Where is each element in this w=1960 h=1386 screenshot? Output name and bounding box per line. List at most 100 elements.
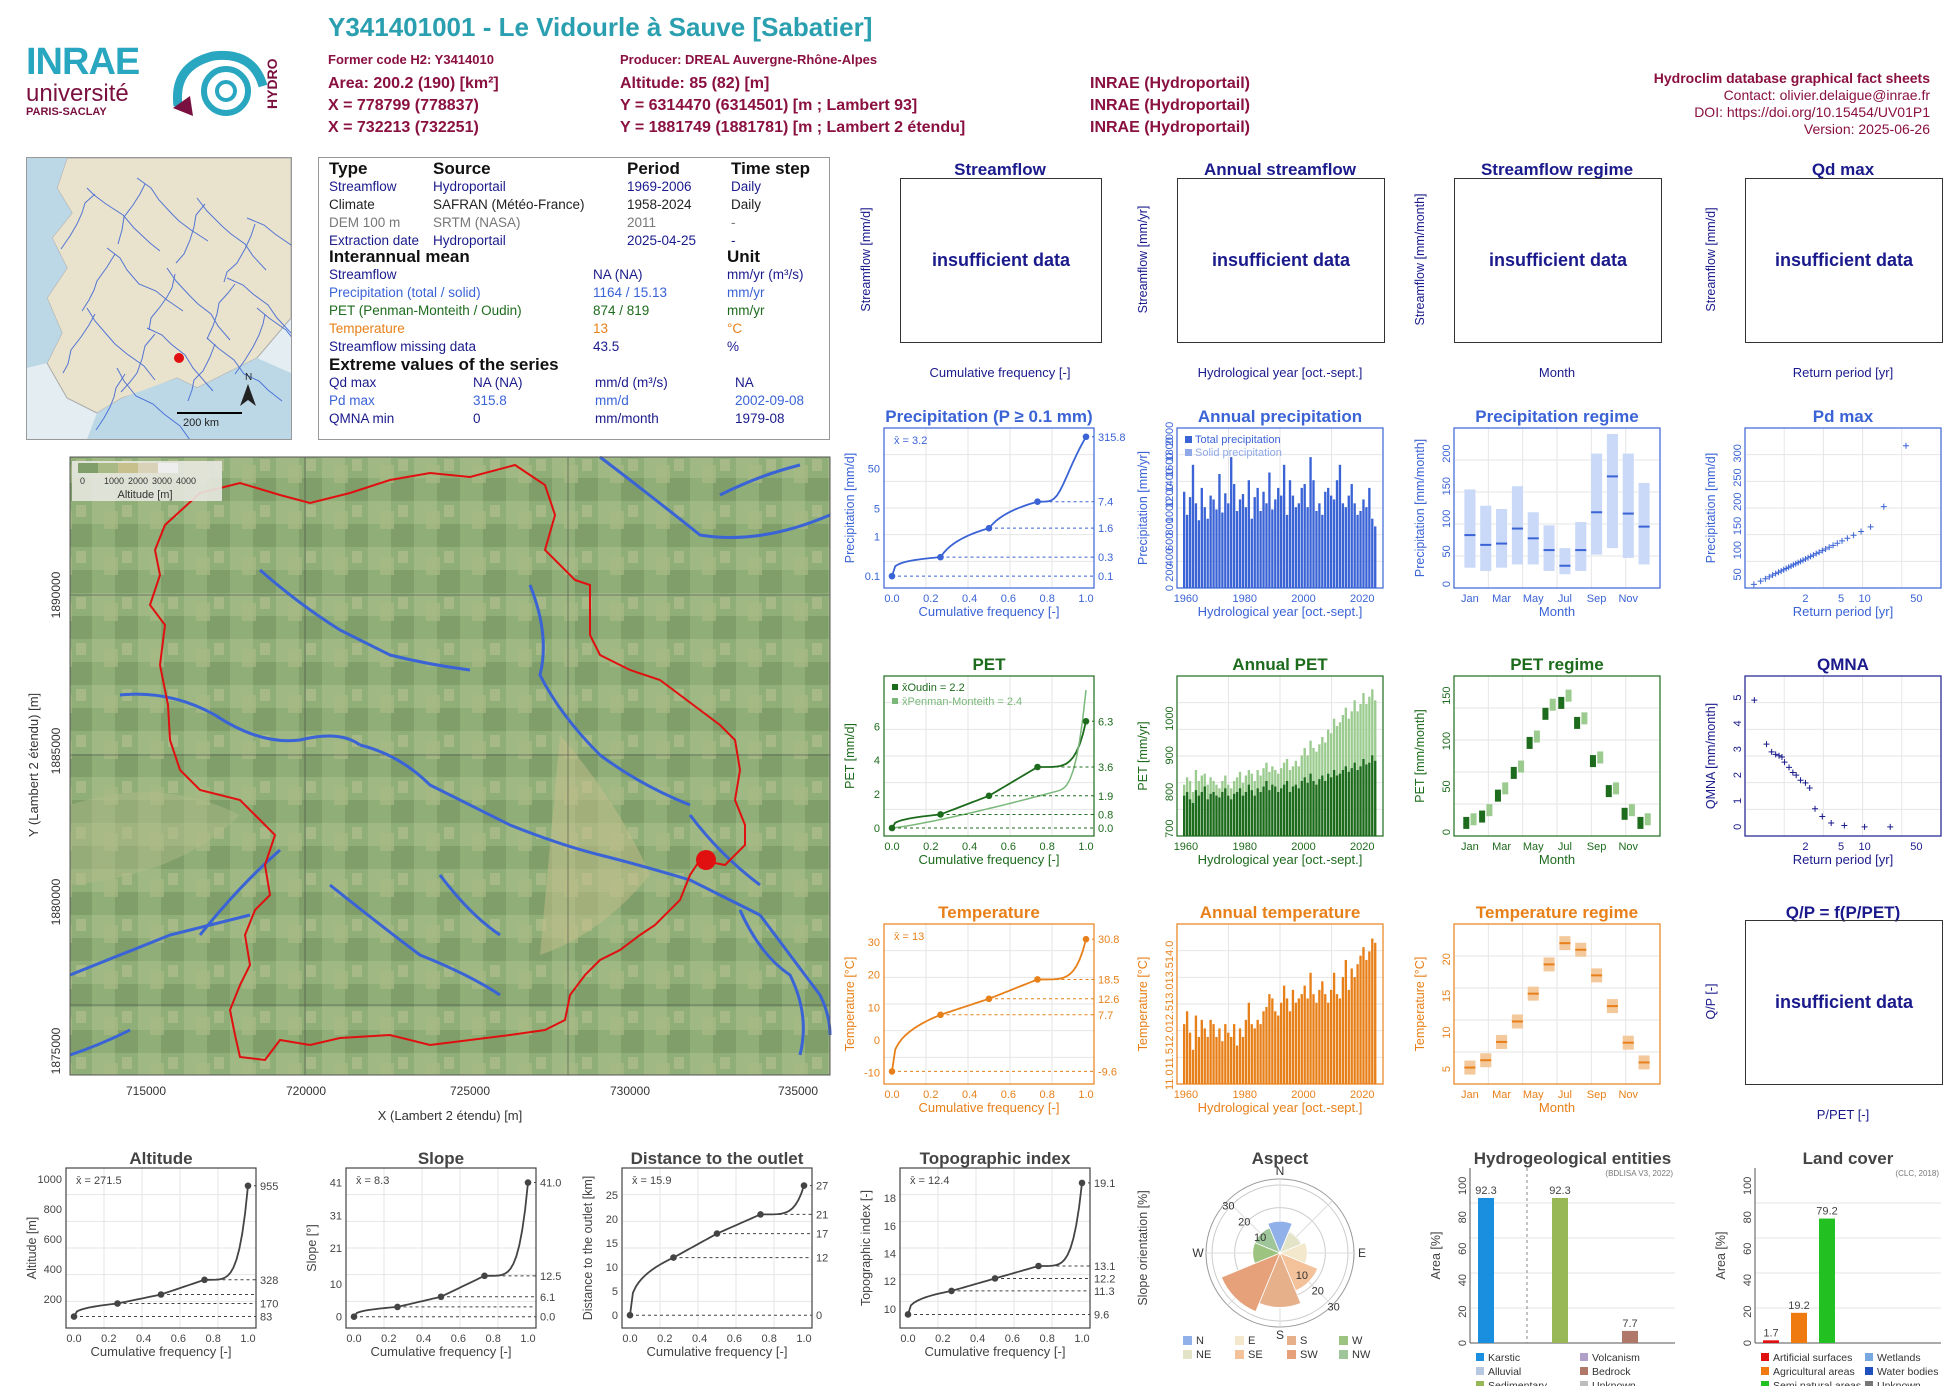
distance-quantile-label: 17: [816, 1229, 828, 1241]
x-tick-label: 0.4: [692, 1333, 707, 1345]
land-cover-legend-label: Artificial surfaces: [1773, 1352, 1852, 1364]
aspect-compass-label: N: [1276, 1164, 1285, 1178]
land-cover-legend-label: Unknown: [1877, 1380, 1921, 1386]
plot-frame: [883, 923, 1095, 1085]
temp-regime-y-axis-label: Temperature [°C]: [1413, 957, 1427, 1052]
y-tick-label: 1400: [1164, 468, 1176, 492]
x-tick-label: May: [1523, 1089, 1544, 1101]
annual-temp-bar: [1371, 938, 1374, 1084]
y-tick-label: 50: [1441, 780, 1453, 792]
regime-range: [1464, 489, 1476, 568]
hydrogeology-bar: [1552, 1197, 1568, 1343]
y-tick-label: 200: [1441, 444, 1453, 462]
y-tick-group: 15: [1441, 990, 1453, 1002]
y-tick-label: 11.0: [1164, 1069, 1176, 1090]
annual-pet-bar: [1324, 781, 1327, 836]
annual-precip-bar: [1209, 495, 1212, 588]
x-tick-label: 0.6: [1005, 1333, 1020, 1345]
pet-freq-y-axis-label: PET [mm/d]: [843, 723, 857, 789]
y-tick-label: 10: [868, 1002, 880, 1014]
annual-precip-bar: [1362, 499, 1365, 588]
altitude-legend-tick: 0: [80, 476, 85, 486]
slope-quantile-label: 6.1: [540, 1292, 555, 1304]
y-tick-label: 0: [1732, 824, 1744, 830]
annual-temp-bar: [1359, 955, 1362, 1084]
annual-temp-bar: [1235, 1045, 1239, 1084]
pd-max-y-axis-label: Precipitation [mm/d]: [1704, 453, 1718, 563]
x-tick-label: 0.4: [970, 1333, 985, 1345]
x-tick-label: May: [1523, 593, 1544, 605]
x-tick-label: 0.0: [622, 1333, 637, 1345]
y-tick-label: 10: [884, 1304, 896, 1316]
pd-max-point: [1766, 573, 1773, 580]
annual-pet-bar: [1335, 775, 1339, 836]
plot-frame: [621, 1167, 813, 1329]
regime-oudin: [1605, 785, 1612, 798]
regime-penman: [1644, 813, 1651, 826]
distance-quantile-label: 27: [816, 1181, 828, 1193]
row-step: Daily: [731, 179, 762, 194]
qmna-point: [1802, 779, 1809, 786]
annual-precip-bar: [1297, 503, 1300, 588]
temp-freq-quantile-label: -9.6: [1098, 1066, 1117, 1078]
qd-max-insufficient-data: insufficient data: [1745, 178, 1943, 343]
annual-precip-bar: [1188, 497, 1192, 588]
aspect-legend-label: NE: [1196, 1349, 1211, 1361]
row-type: Climate: [329, 197, 375, 212]
aspect-legend-swatch: [1339, 1350, 1348, 1359]
mean-label: Streamflow: [329, 267, 397, 282]
y-tick-label: 0: [1742, 1340, 1754, 1346]
qp-y-axis-label: Q/P [-]: [1704, 984, 1718, 1020]
annual-temp-bar: [1194, 1015, 1198, 1084]
aspect-legend-swatch: [1235, 1350, 1244, 1359]
annual-pet-bar: [1230, 799, 1233, 836]
overview-river: [81, 253, 116, 312]
annual-pet-bar: [1238, 788, 1242, 836]
annual-temp-bar: [1203, 1028, 1206, 1084]
regime-penman: [1533, 730, 1540, 743]
x-tick-label: Nov: [1618, 593, 1638, 605]
land-cover-bar: [1819, 1218, 1835, 1343]
annual-precip-bar: [1200, 487, 1203, 588]
pet-freq-quantile-label: 6.3: [1098, 716, 1113, 728]
pd-max-point: [1858, 528, 1865, 535]
aspect-y-axis-group: Slope orientation [%]: [1136, 1190, 1150, 1305]
slope-quantile-label: 12.5: [540, 1271, 561, 1283]
x-tick-label: Jan: [1461, 593, 1479, 605]
aspect-compass-label: E: [1358, 1246, 1366, 1260]
aspect-title: Aspect: [1252, 1149, 1309, 1168]
x-tick-label: 2020: [1350, 1089, 1374, 1101]
qmna-point: [1819, 813, 1826, 820]
y-tick-label: 40: [1742, 1274, 1754, 1286]
row-source: SRTM (NASA): [433, 215, 521, 230]
y-tick-group: 11.0: [1164, 1069, 1176, 1090]
annual-pet-bar: [1274, 786, 1277, 836]
overview-river: [196, 197, 267, 271]
annual-temp-bar: [1241, 1036, 1245, 1084]
y-tick-label: 1: [874, 531, 880, 543]
y-tick-group: 60: [1742, 1243, 1754, 1255]
annual-precip-x-axis-label: Hydrological year [oct.-sept.]: [1198, 604, 1363, 619]
pd-max-point: [1810, 552, 1817, 559]
table-row: Streamflow missing data 43.5%: [329, 338, 807, 356]
north-arrow-icon: [240, 384, 256, 406]
temp-freq-quantile-label: 12.6: [1098, 994, 1119, 1006]
row-step: -: [731, 215, 736, 230]
row-source: Hydroportail: [433, 233, 506, 248]
y-tick-group: 900: [1164, 746, 1176, 764]
doi-link[interactable]: DOI: https://doi.org/10.15454/UV01P1: [1694, 104, 1930, 120]
annual-temp-bar: [1232, 1024, 1236, 1084]
y-tick-label: 1: [1732, 798, 1744, 804]
station-outlet-icon: [696, 850, 716, 870]
overview-river: [246, 217, 291, 246]
annual-precip-bar: [1221, 512, 1224, 588]
qmna-title: QMNA: [1817, 655, 1869, 674]
y-tick-group: 3: [1732, 746, 1744, 752]
annual-precip-bar: [1303, 484, 1306, 588]
mean-label: Precipitation (total / solid): [329, 285, 481, 300]
y-tick-label: 100: [1742, 1177, 1754, 1195]
annual-pet-bar: [1218, 797, 1221, 836]
slope-title: Slope: [418, 1149, 464, 1168]
annual-precip-bar: [1318, 503, 1321, 588]
